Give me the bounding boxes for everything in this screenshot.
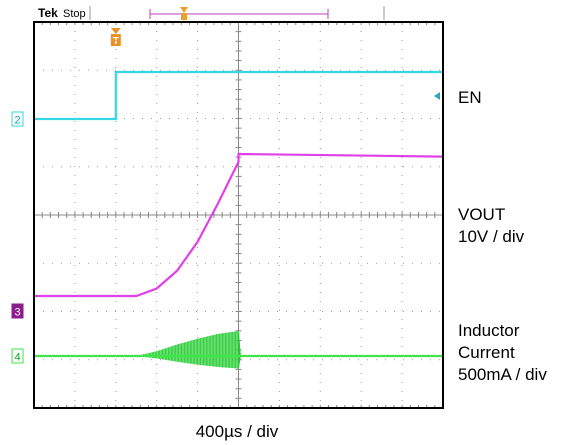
inductor-label-line2: Current: [458, 343, 515, 362]
trace-ch2-en: [34, 70, 443, 121]
record-trigger-marker-body: [181, 13, 187, 20]
inductor-label-line1: Inductor: [458, 321, 520, 340]
inductor-scale: 500mA / div: [458, 365, 547, 384]
time-base-label: 400µs / div: [195, 422, 279, 441]
trace-ch3-vout: [34, 152, 444, 298]
record-trigger-marker: [180, 7, 188, 13]
acquisition-status-label: Stop: [63, 8, 86, 20]
vout-scale: 10V / div: [458, 227, 525, 246]
channel-4-marker-label: 4: [14, 352, 20, 364]
trigger-marker-letter: T: [113, 36, 119, 47]
trigger-level-marker: [434, 92, 440, 100]
channel-3-ground-marker: [11, 303, 24, 319]
channel-4-ground-marker: [11, 348, 24, 364]
channel-2-marker-label: 2: [14, 115, 20, 127]
vout-name: VOUT: [458, 205, 506, 224]
channel-2-ground-marker: [11, 111, 24, 127]
vout-label: VOUT 10V / div: [458, 204, 524, 248]
plot-frame: [33, 21, 444, 409]
channel-3-marker-label: 3: [14, 307, 20, 319]
inductor-current-label: Inductor Current 500mA / div: [458, 320, 547, 386]
en-label: EN: [458, 88, 482, 107]
tek-brand-label: Tek: [38, 6, 58, 20]
